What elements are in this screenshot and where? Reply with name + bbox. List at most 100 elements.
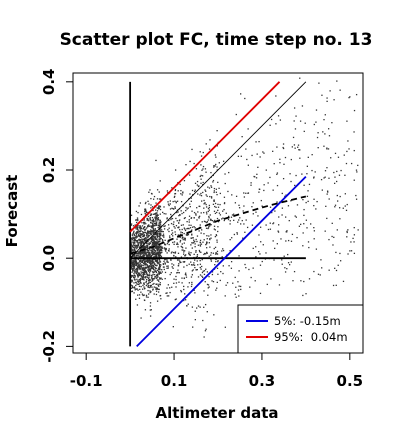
- scatter-point: [143, 219, 145, 221]
- scatter-point: [142, 241, 145, 243]
- scatter-point: [258, 140, 260, 143]
- scatter-point: [155, 255, 157, 257]
- scatter-point: [133, 265, 136, 268]
- scatter-point: [157, 276, 159, 278]
- scatter-point: [167, 203, 170, 205]
- scatter-point: [159, 271, 161, 274]
- scatter-point: [150, 197, 152, 200]
- scatter-point: [199, 251, 201, 253]
- scatter-point: [145, 264, 147, 266]
- scatter-point: [205, 171, 207, 173]
- scatter-point: [151, 252, 153, 254]
- scatter-point: [154, 225, 156, 227]
- scatter-point: [134, 242, 136, 244]
- scatter-point: [151, 216, 154, 219]
- scatter-point: [141, 293, 144, 295]
- scatter-point: [237, 281, 239, 283]
- scatter-point: [190, 264, 193, 266]
- scatter-point: [168, 248, 170, 250]
- scatter-point: [141, 259, 143, 261]
- scatter-point: [336, 194, 338, 197]
- scatter-point: [137, 258, 140, 261]
- scatter-point: [136, 236, 138, 238]
- scatter-point: [134, 239, 136, 241]
- scatter-point: [196, 180, 199, 183]
- scatter-point: [152, 244, 154, 246]
- scatter-point: [216, 193, 218, 196]
- scatter-point: [158, 223, 160, 225]
- scatter-point: [141, 276, 143, 278]
- scatter-point: [162, 263, 165, 266]
- scatter-point: [157, 273, 159, 275]
- scatter-point: [143, 256, 145, 258]
- scatter-point: [151, 259, 153, 261]
- scatter-point: [204, 168, 207, 170]
- scatter-point: [190, 200, 192, 202]
- scatter-point: [189, 193, 191, 195]
- scatter-point: [338, 174, 341, 176]
- scatter-point: [198, 216, 200, 218]
- scatter-point: [177, 271, 179, 274]
- scatter-point: [210, 171, 212, 174]
- scatter-point: [146, 272, 148, 274]
- scatter-point: [192, 237, 194, 239]
- scatter-point: [137, 275, 139, 277]
- scatter-point: [194, 318, 197, 321]
- scatter-point: [254, 176, 256, 178]
- scatter-point: [167, 240, 169, 243]
- scatter-point: [147, 286, 149, 288]
- scatter-point: [191, 234, 193, 236]
- scatter-point: [155, 243, 158, 245]
- scatter-point: [171, 217, 174, 220]
- scatter-point: [191, 210, 193, 212]
- scatter-point: [140, 244, 142, 247]
- scatter-point: [313, 238, 315, 240]
- scatter-point: [167, 267, 169, 269]
- scatter-point: [159, 295, 161, 297]
- scatter-point: [156, 265, 158, 267]
- scatter-point: [148, 261, 151, 264]
- scatter-point: [191, 274, 194, 276]
- scatter-point: [138, 265, 141, 267]
- scatter-point: [140, 227, 143, 229]
- scatter-point: [334, 206, 336, 208]
- scatter-point: [235, 195, 238, 197]
- scatter-point: [139, 252, 142, 254]
- scatter-point: [133, 248, 136, 250]
- scatter-point: [339, 195, 341, 198]
- scatter-point: [188, 228, 190, 230]
- scatter-point: [207, 227, 209, 230]
- scatter-point: [211, 280, 213, 282]
- scatter-point: [238, 207, 241, 209]
- scatter-point: [234, 276, 236, 279]
- scatter-point: [180, 261, 182, 264]
- scatter-point: [202, 165, 205, 168]
- scatter-point: [180, 291, 183, 293]
- scatter-point: [252, 213, 254, 215]
- scatter-point: [184, 273, 187, 276]
- scatter-point: [250, 182, 252, 184]
- scatter-point: [139, 255, 141, 257]
- scatter-point: [166, 217, 168, 219]
- scatter-point: [159, 254, 162, 257]
- scatter-point: [205, 190, 207, 192]
- scatter-point: [155, 271, 158, 274]
- scatter-point: [174, 169, 177, 171]
- scatter-point: [227, 190, 229, 193]
- scatter-point: [349, 96, 351, 98]
- scatter-point: [333, 182, 336, 185]
- scatter-point: [197, 264, 199, 266]
- scatter-point: [167, 201, 169, 203]
- scatter-point: [307, 156, 309, 158]
- scatter-point: [137, 218, 139, 221]
- scatter-point: [145, 275, 147, 278]
- scatter-point: [303, 214, 305, 217]
- scatter-point: [142, 271, 144, 273]
- scatter-point: [144, 209, 146, 211]
- scatter-point: [180, 193, 182, 195]
- scatter-point: [139, 279, 142, 282]
- scatter-point: [199, 175, 201, 178]
- scatter-point: [173, 282, 175, 284]
- scatter-point: [180, 189, 182, 192]
- scatter-point: [133, 292, 135, 294]
